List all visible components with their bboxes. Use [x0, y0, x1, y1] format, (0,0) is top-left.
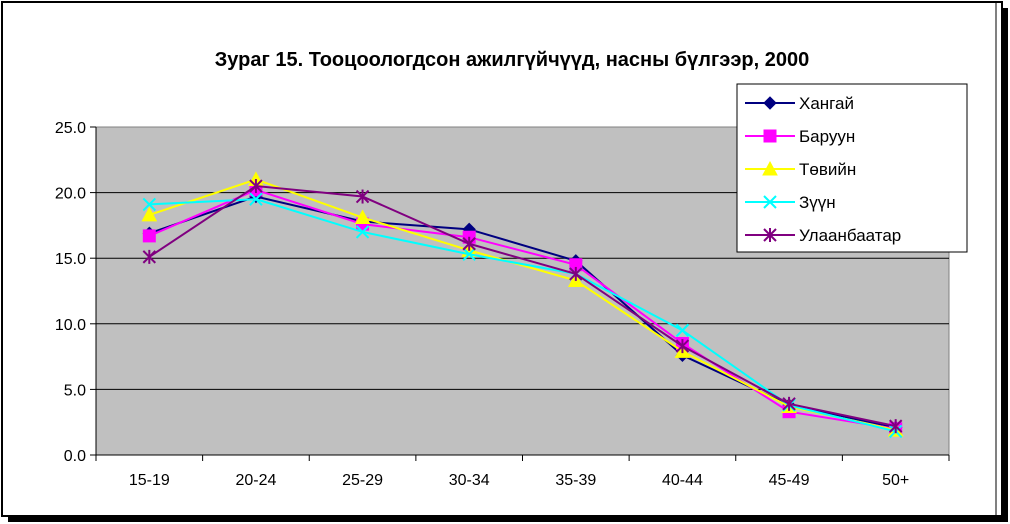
data-point: [782, 396, 796, 411]
y-tick-label: 10.0: [55, 317, 86, 334]
data-point: [142, 197, 157, 212]
data-point: [142, 249, 157, 264]
data-point: [462, 236, 476, 251]
y-tick-label: 20.0: [55, 186, 86, 203]
legend: Хангай Баруун Төвийн Зүүн Улаанбаатар: [736, 83, 968, 253]
legend-marker: [763, 195, 777, 209]
data-point: [249, 179, 263, 194]
series-line: [148, 185, 896, 428]
data-point: [354, 209, 371, 225]
series-layer: [141, 171, 904, 439]
x-tick-label: 15-19: [129, 472, 170, 489]
series-line: [148, 188, 896, 430]
x-tick-label: 20-24: [235, 472, 276, 489]
legend-label: Хангай: [799, 94, 854, 113]
legend-label: Баруун: [799, 127, 855, 146]
data-point: [355, 225, 370, 239]
legend-item: Зүүн: [745, 193, 836, 212]
data-point: [675, 323, 690, 338]
legend-item: Төвийн: [745, 160, 856, 179]
data-point: [141, 206, 158, 222]
legend-item: Баруун: [745, 127, 855, 146]
data-point: [569, 266, 583, 281]
y-tick-label: 15.0: [55, 251, 86, 268]
series-5: [142, 179, 903, 434]
legend-label: Төвийн: [799, 160, 856, 179]
x-tick-label: 25-29: [342, 472, 383, 489]
data-point: [249, 192, 263, 206]
x-tick-label: 50+: [882, 472, 909, 489]
legend-marker: [763, 96, 777, 110]
axes: [95, 127, 949, 456]
legend-item: Улаанбаатар: [745, 226, 901, 245]
legend-item: Хангай: [745, 94, 854, 113]
x-tick-label: 45-49: [769, 472, 810, 489]
x-axis-tick-labels: 15-19 20-24 25-29 30-34 35-39 40-44 45-49 50+: [95, 455, 950, 489]
legend-marker: [763, 129, 777, 143]
data-point: [462, 247, 476, 261]
y-axis-tick-labels: 0.0 5.0 10.0 15.0 20.0 25.0: [55, 120, 86, 465]
x-tick-label: 40-44: [662, 472, 703, 489]
data-point: [142, 229, 156, 243]
legend-label: Зүүн: [799, 193, 836, 212]
legend-items: Хангай Баруун Төвийн Зүүн Улаанбаатар: [745, 94, 901, 245]
chart-title: Зураг 15. Тооцоологдсон ажилгүйчүүд, нас…: [215, 49, 809, 71]
x-tick-label: 30-34: [449, 472, 490, 489]
y-tick-label: 5.0: [64, 382, 86, 399]
legend-marker: [762, 160, 778, 176]
y-tick-label: 25.0: [55, 120, 86, 137]
data-point: [355, 189, 370, 204]
x-tick-label: 35-39: [555, 472, 596, 489]
series-line: [149, 198, 896, 433]
data-point: [888, 419, 903, 434]
series-line: [148, 178, 896, 432]
legend-marker: [763, 228, 777, 242]
data-point: [675, 339, 690, 354]
y-tick-label: 0.0: [64, 448, 86, 465]
legend-label: Улаанбаатар: [799, 226, 901, 245]
